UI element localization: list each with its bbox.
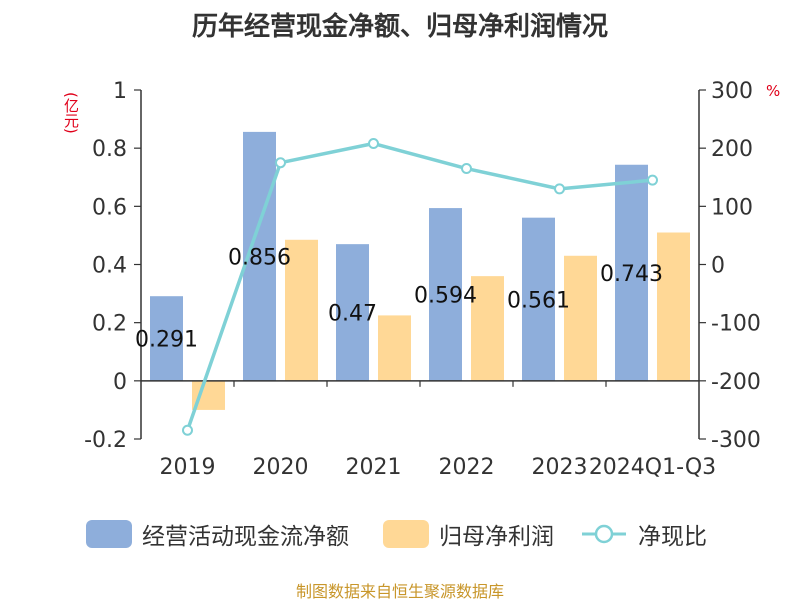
bar-operating-cash-flow-3 <box>429 208 462 381</box>
y-tick-label-right-3: 0 <box>711 254 725 279</box>
y-axis-left-label: (亿元) <box>62 92 80 134</box>
x-tick-label-2: 2021 <box>346 455 402 480</box>
point-cash-ratio-1 <box>275 157 286 169</box>
data-source-note: 制图数据来自恒生聚源数据库 <box>295 582 504 601</box>
y-tick-label-left-3: 0.4 <box>92 254 127 279</box>
data-label-operating-cash-flow-0: 0.291 <box>135 328 198 353</box>
bar-operating-cash-flow-2 <box>336 244 369 381</box>
y-tick-label-right-5: 200 <box>711 137 753 162</box>
legend-item-operating-cash-flow[interactable]: 经营活动现金流净额 <box>86 516 349 552</box>
y-tick-label-left-1: 0 <box>113 370 127 395</box>
y-tick-label-right-1: -200 <box>711 370 761 395</box>
x-tick-label-1: 2020 <box>253 455 309 480</box>
y-tick-label-right-4: 100 <box>711 195 753 220</box>
bar-net-profit-4 <box>564 255 597 381</box>
y-tick-label-left-0: -0.2 <box>84 428 127 453</box>
y-tick-label-left-2: 0.2 <box>92 312 127 337</box>
point-cash-ratio-4 <box>554 183 565 195</box>
x-tick-label-0: 2019 <box>160 455 216 480</box>
bar-net-profit-5 <box>657 232 690 381</box>
bar-operating-cash-flow-5 <box>615 164 648 381</box>
legend-label-net-profit: 归母净利润 <box>439 524 554 550</box>
legend-item-cash-ratio[interactable]: 净现比 <box>580 516 707 552</box>
legend-swatch-net-profit <box>383 520 429 548</box>
point-cash-ratio-0 <box>182 424 193 436</box>
chart-title: 历年经营现金净额、归母净利润情况 <box>191 12 608 42</box>
y-tick-label-right-2: -100 <box>711 312 761 337</box>
line-cash-ratio <box>185 141 653 431</box>
y-axis-right-label: % <box>766 82 781 100</box>
x-tick-label-3: 2022 <box>439 455 495 480</box>
bar-net-profit-1 <box>285 239 318 381</box>
data-label-operating-cash-flow-5: 0.743 <box>600 262 663 287</box>
legend-line-marker-icon <box>582 524 626 544</box>
data-label-operating-cash-flow-4: 0.561 <box>507 288 570 313</box>
legend-swatch-operating-cash-flow <box>86 520 132 548</box>
y-tick-label-left-4: 0.6 <box>92 195 127 220</box>
bar-operating-cash-flow-0 <box>150 296 183 381</box>
x-tick-label-4: 2023 <box>532 455 588 480</box>
y-tick-label-left-6: 1 <box>113 79 127 104</box>
point-cash-ratio-5 <box>647 174 658 186</box>
data-label-operating-cash-flow-2: 0.47 <box>328 301 377 326</box>
bar-net-profit-3 <box>471 276 504 381</box>
y-tick-label-left-5: 0.8 <box>92 137 127 162</box>
bar-operating-cash-flow-4 <box>522 217 555 381</box>
y-tick-label-right-0: -300 <box>711 428 761 453</box>
bar-net-profit-2 <box>378 315 411 381</box>
legend-label-operating-cash-flow: 经营活动现金流净额 <box>142 524 349 550</box>
point-cash-ratio-3 <box>461 163 472 175</box>
x-tick-label-5: 2024Q1-Q3 <box>589 455 716 480</box>
legend: 经营活动现金流净额 归母净利润 净现比 <box>0 516 800 552</box>
legend-label-cash-ratio: 净现比 <box>638 524 707 550</box>
legend-item-net-profit[interactable]: 归母净利润 <box>383 516 554 552</box>
y-tick-label-right-6: 300 <box>711 79 753 104</box>
data-label-operating-cash-flow-1: 0.856 <box>228 245 291 270</box>
data-label-operating-cash-flow-3: 0.594 <box>414 283 477 308</box>
point-cash-ratio-2 <box>368 138 379 150</box>
